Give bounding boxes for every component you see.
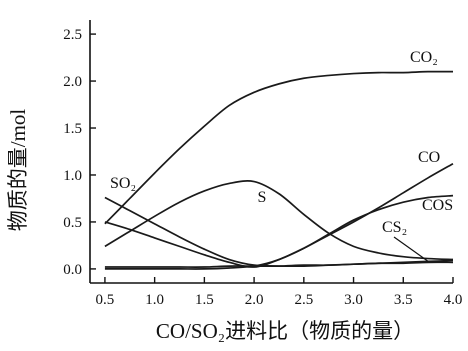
x-tick-label: 3.5 xyxy=(394,292,413,308)
x-tick-label: 1.0 xyxy=(145,292,164,308)
x-tick-label: 2.5 xyxy=(294,292,313,308)
series-line-0 xyxy=(104,70,454,225)
series-line-5 xyxy=(104,261,454,268)
x-tick-label: 1.5 xyxy=(195,292,214,308)
series-layer xyxy=(104,70,454,270)
series-line-4 xyxy=(104,194,454,270)
series-label-3: CO xyxy=(418,149,440,166)
x-axis-title: CO/SO₂进料比（物质的量） xyxy=(156,319,414,343)
x-tick-label: 2.0 xyxy=(245,292,264,308)
y-tick-label: 0.0 xyxy=(63,262,82,278)
series-label-1: S xyxy=(258,189,267,206)
y-tick-label: 1.0 xyxy=(63,168,82,184)
x-tick-label: 4.0 xyxy=(444,292,463,308)
series-label-5: CS₂ xyxy=(382,219,407,236)
x-tick-label: 0.5 xyxy=(96,292,115,308)
series-label-4: COS xyxy=(422,197,453,214)
series-label-layer: CO₂ S SO₂ CO COS CS₂ xyxy=(110,49,453,262)
y-axis-title: 物质的量/mol xyxy=(6,109,30,232)
x-tick-label: 3.0 xyxy=(344,292,363,308)
series-label-0: CO₂ xyxy=(410,49,438,66)
series-line-1 xyxy=(104,180,454,261)
y-tick-label: 1.5 xyxy=(63,121,82,137)
y-tick-label: 2.0 xyxy=(63,74,82,90)
series-label-2: SO₂ xyxy=(110,175,136,192)
axes-layer: 0.0 0.5 1.0 1.5 2.0 2.5 0.5 1.0 1.5 2.0 2.5 3.0 3.5 4… xyxy=(63,20,462,308)
y-tick-label: 0.5 xyxy=(63,215,82,231)
cs2-pointer-line xyxy=(393,236,429,262)
y-tick-label: 2.5 xyxy=(63,27,82,43)
